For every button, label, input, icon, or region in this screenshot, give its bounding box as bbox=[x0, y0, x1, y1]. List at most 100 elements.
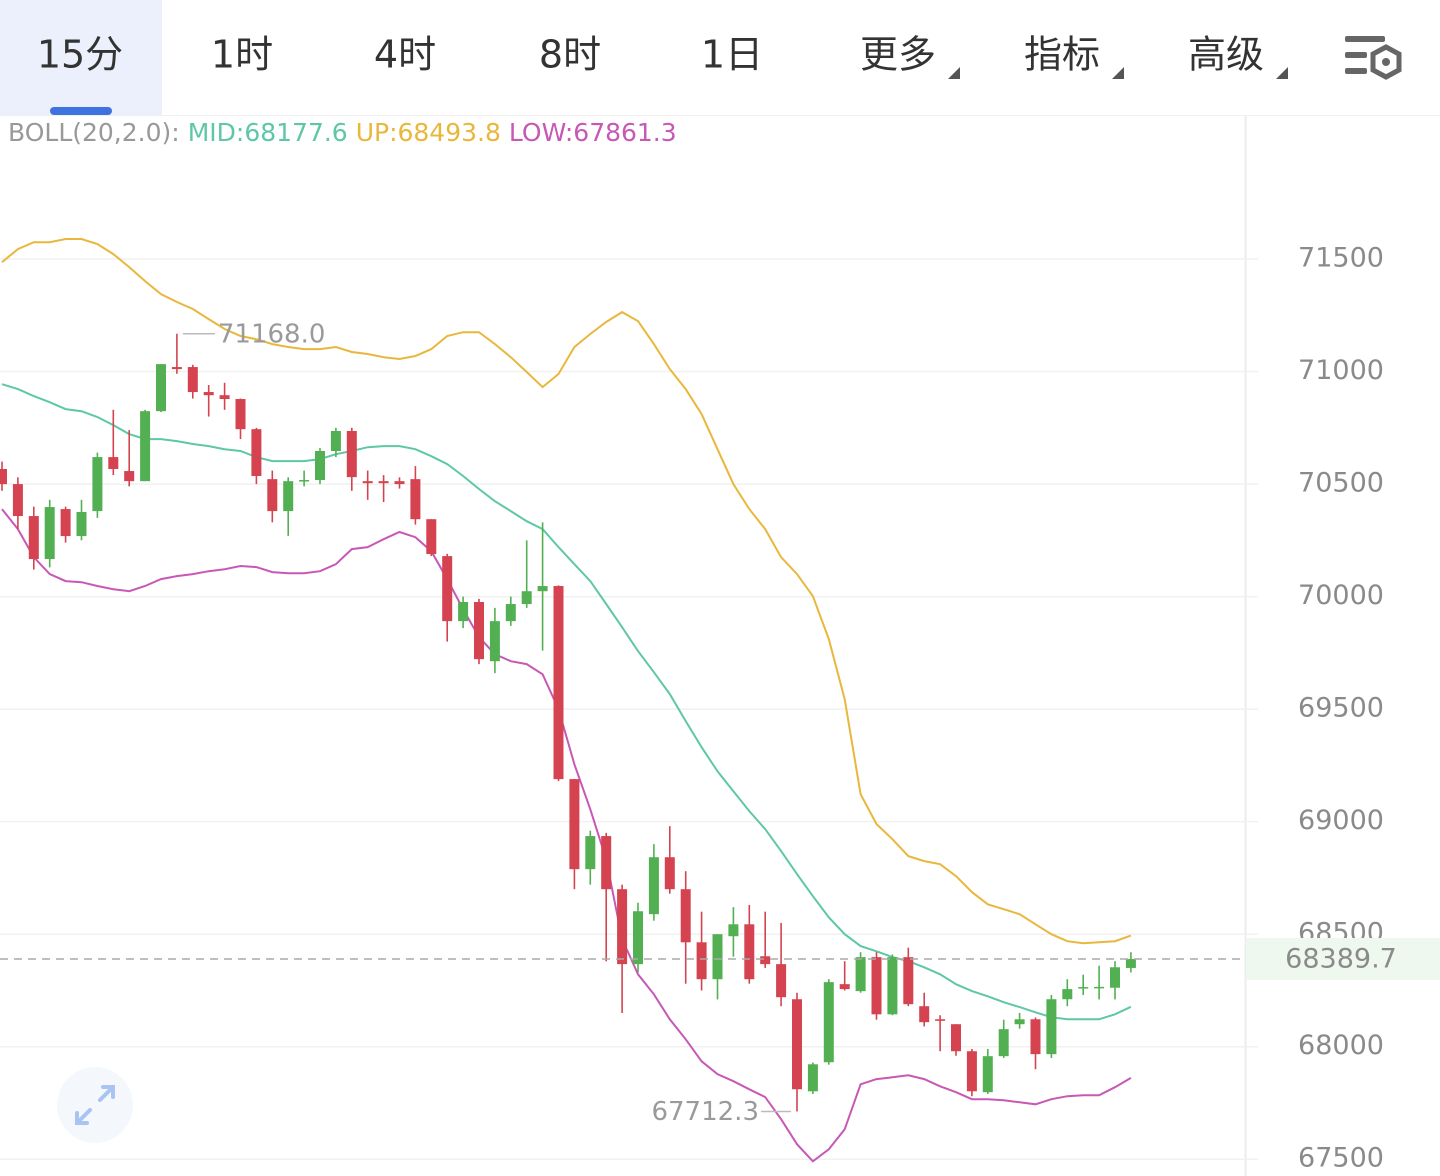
candle-body bbox=[44, 507, 55, 560]
y-tick-label: 68000 bbox=[1298, 1030, 1384, 1061]
candle-body bbox=[839, 984, 850, 990]
candle-body bbox=[362, 481, 373, 484]
candle-body bbox=[474, 602, 484, 660]
candle-body bbox=[521, 591, 532, 605]
candle-body bbox=[951, 1024, 961, 1052]
candle-body bbox=[251, 429, 262, 476]
candle-body bbox=[648, 857, 659, 915]
tab[interactable]: 指标 bbox=[1024, 33, 1100, 77]
candle-body bbox=[187, 367, 198, 393]
candle-body bbox=[792, 999, 802, 1090]
candle-body bbox=[219, 395, 230, 400]
candle-body bbox=[330, 430, 341, 452]
tab-selected-bg bbox=[0, 0, 162, 115]
candle-body bbox=[1014, 1019, 1025, 1025]
candle-body bbox=[458, 602, 469, 622]
candle-body bbox=[124, 471, 135, 482]
y-tick-label: 69000 bbox=[1298, 805, 1384, 836]
candle-body bbox=[728, 924, 739, 937]
y-tick-label: 69500 bbox=[1298, 693, 1384, 724]
candle-body bbox=[1110, 967, 1120, 988]
y-tick-label: 71000 bbox=[1298, 355, 1384, 386]
candle-body bbox=[346, 430, 357, 478]
candle-body bbox=[394, 481, 405, 485]
tab[interactable]: 1日 bbox=[701, 33, 763, 77]
dropdown-caret bbox=[948, 67, 960, 79]
dropdown-caret bbox=[1276, 67, 1288, 79]
candle-body bbox=[92, 457, 103, 512]
tab[interactable]: 更多 bbox=[860, 33, 936, 77]
candle-body bbox=[744, 924, 755, 980]
candle-body bbox=[156, 364, 166, 412]
candle-body bbox=[680, 889, 691, 943]
candle-body bbox=[1125, 959, 1136, 968]
legend-item: MID:68177.6 bbox=[188, 118, 348, 147]
candle-body bbox=[28, 516, 39, 560]
tab[interactable]: 1时 bbox=[211, 33, 273, 77]
candle-body bbox=[1078, 987, 1089, 989]
candle-body bbox=[426, 519, 437, 555]
candle-body bbox=[760, 956, 771, 965]
settings-icon[interactable] bbox=[1345, 36, 1402, 80]
candle-body bbox=[1030, 1019, 1041, 1055]
candle-body bbox=[505, 604, 516, 622]
candle-body bbox=[712, 934, 723, 980]
tab[interactable]: 15分 bbox=[37, 33, 123, 77]
legend-item: LOW:67861.3 bbox=[509, 118, 677, 147]
boll-line bbox=[1, 383, 1132, 1021]
candle-body bbox=[1062, 989, 1073, 1000]
low-label: 67712.3 bbox=[651, 1097, 759, 1127]
tab-indicator bbox=[50, 107, 112, 115]
expand-button[interactable] bbox=[57, 1067, 133, 1143]
candle-body bbox=[807, 1064, 818, 1092]
y-tick-label: 71500 bbox=[1298, 243, 1384, 274]
candle-body bbox=[140, 411, 151, 482]
candle-body bbox=[235, 399, 246, 430]
legend-item: UP:68493.8 bbox=[356, 118, 501, 147]
candle-body bbox=[935, 1019, 946, 1021]
candle-body bbox=[601, 836, 612, 890]
candle-body bbox=[1094, 986, 1105, 989]
candle-body bbox=[823, 982, 834, 1063]
candle-body bbox=[267, 479, 278, 512]
candle-body bbox=[982, 1056, 993, 1093]
tab[interactable]: 8时 bbox=[539, 33, 601, 77]
last-price-box bbox=[1246, 938, 1440, 981]
tab[interactable]: 4时 bbox=[374, 33, 436, 77]
candle-body bbox=[76, 511, 87, 537]
boll-line bbox=[1, 238, 1132, 945]
candle-body bbox=[664, 857, 675, 890]
candle-body bbox=[60, 509, 71, 537]
candle-body bbox=[553, 586, 564, 780]
candle-body bbox=[887, 957, 898, 1015]
candle-body bbox=[410, 479, 421, 520]
dropdown-caret bbox=[1112, 67, 1124, 79]
tab[interactable]: 高级 bbox=[1188, 33, 1264, 77]
y-tick-label: 70500 bbox=[1298, 468, 1384, 499]
candle-body bbox=[108, 457, 119, 470]
legend-item: BOLL(20,2.0): bbox=[8, 118, 180, 147]
candle-body bbox=[855, 957, 866, 992]
candle-body bbox=[489, 621, 500, 662]
candle-body bbox=[903, 957, 914, 1005]
candle-body bbox=[299, 480, 310, 482]
candle-body bbox=[171, 367, 182, 370]
candle-body bbox=[776, 964, 787, 998]
candle-body bbox=[0, 469, 7, 485]
high-label: 71168.0 bbox=[218, 319, 326, 349]
candle-body bbox=[585, 836, 596, 870]
indicator-legend: BOLL(20,2.0): MID:68177.6 UP:68493.8 LOW:67… bbox=[8, 118, 677, 147]
candle-body bbox=[537, 586, 548, 592]
candle-body bbox=[617, 889, 628, 965]
candle-body bbox=[203, 392, 214, 396]
candle-body bbox=[442, 556, 453, 622]
candle-body bbox=[633, 911, 643, 965]
candle-body bbox=[871, 957, 882, 1015]
candle-body bbox=[696, 942, 707, 980]
candle-body bbox=[1046, 999, 1057, 1055]
last-price-label: 68389.7 bbox=[1285, 944, 1397, 975]
y-tick-label: 70000 bbox=[1298, 580, 1384, 611]
boll-line bbox=[1, 508, 1132, 1163]
candle-body bbox=[919, 1006, 930, 1023]
